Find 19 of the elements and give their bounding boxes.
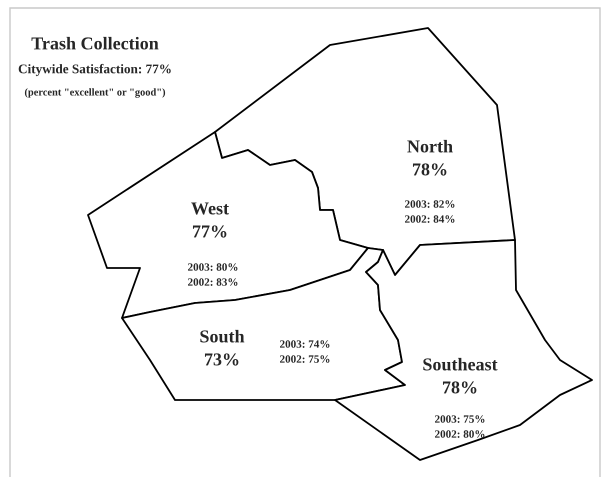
data-label: 2002: 75% bbox=[280, 355, 330, 363]
data-label: 2003: 74% bbox=[280, 340, 330, 348]
category-label: North bbox=[407, 140, 453, 153]
data-label: 73% bbox=[204, 353, 238, 366]
text: (percent "excellent" or "good") bbox=[24, 88, 166, 98]
data-label: 2003: 75% bbox=[435, 415, 484, 423]
text: Citywide Satisfaction: 77% bbox=[18, 64, 171, 76]
category-label: West bbox=[191, 202, 229, 215]
data-label: 77% bbox=[192, 225, 226, 238]
data-label: 78% bbox=[412, 163, 446, 176]
data-label: 78% bbox=[442, 381, 476, 394]
data-label: 2003: 82% bbox=[405, 200, 454, 208]
category-label: South bbox=[200, 330, 244, 343]
data-label: 2002: 84% bbox=[405, 215, 454, 223]
data-label: 2002: 83% bbox=[188, 278, 238, 286]
category-label: Southeast bbox=[423, 358, 498, 371]
data-label: 2003: 80% bbox=[188, 263, 238, 271]
data-label: 2002: 80% bbox=[435, 430, 484, 438]
text: Trash Collection bbox=[32, 36, 159, 50]
